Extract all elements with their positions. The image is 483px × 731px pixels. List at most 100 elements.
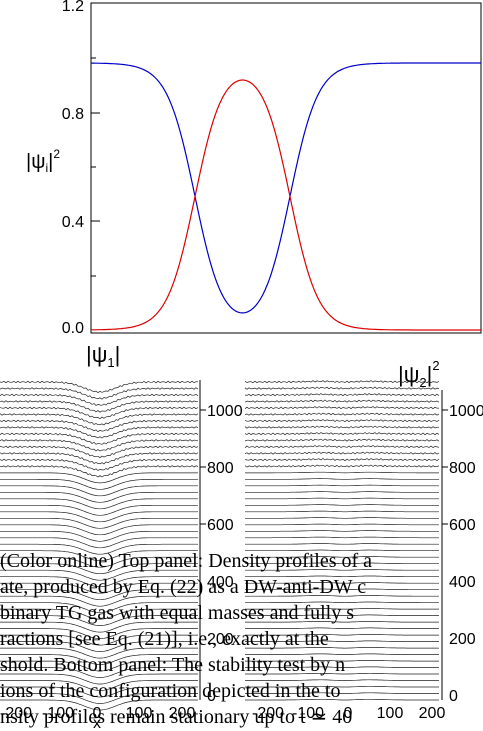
bottom-left-panel: |ψ1| 1000 800 600 400 200 0 -200 -100 0 … xyxy=(0,342,243,731)
y-tick-label: 0.8 xyxy=(62,106,84,123)
title-main: |ψ xyxy=(86,342,107,367)
time-slice-line xyxy=(0,543,198,555)
y-tick-label: 0.0 xyxy=(62,320,84,337)
t-tick-label: 200 xyxy=(449,631,476,648)
time-slice-line xyxy=(245,523,439,526)
time-slice-line xyxy=(245,582,439,584)
panel-title-psi1: |ψ1| xyxy=(86,342,120,370)
time-slice-line xyxy=(245,634,439,636)
t-tick-label: 800 xyxy=(207,460,234,477)
time-slice-line xyxy=(0,478,198,490)
y-tick-label: 0.4 xyxy=(62,214,84,231)
time-slice-line xyxy=(0,445,199,459)
time-slice-line xyxy=(0,667,198,678)
time-slice-line xyxy=(0,465,199,478)
t-tick-label: 200 xyxy=(207,631,234,648)
caption-line: ate, produced by Eq. (22) as a DW-anti-D… xyxy=(0,576,367,598)
time-slice-line xyxy=(0,647,198,659)
time-slice-line xyxy=(245,672,439,675)
t-tick-label: 800 xyxy=(449,460,476,477)
t-tick-label: 600 xyxy=(449,517,476,534)
time-slice-line xyxy=(0,485,198,497)
time-slice-line xyxy=(245,497,439,500)
time-slice-line xyxy=(0,628,198,639)
x-tick-label: 100 xyxy=(126,705,153,722)
time-slice-line xyxy=(0,680,198,691)
top-y-tick-marks xyxy=(91,2,100,277)
waterfall-lines-left xyxy=(0,380,199,711)
y-tick-label: 1.2 xyxy=(62,0,84,15)
time-slice-line xyxy=(245,530,439,532)
bottom-right-panel: |ψ2|2 1000 800 600 400 200 0 -200 -100 0… xyxy=(244,358,483,722)
time-slice-line xyxy=(0,458,199,471)
time-slice-line xyxy=(0,621,198,633)
time-slice-line xyxy=(244,457,440,462)
t-tick-label: 1000 xyxy=(449,403,483,420)
caption-line: ractions [see Eq. (21)], i.e., exactly a… xyxy=(0,628,329,650)
time-slice-line xyxy=(0,673,198,685)
time-slice-line xyxy=(0,576,198,588)
time-slice-line xyxy=(0,426,199,439)
time-slice-line xyxy=(0,432,199,445)
time-slice-line xyxy=(244,419,440,423)
time-slice-line xyxy=(244,399,440,403)
right-t-ticks xyxy=(442,409,448,525)
psi1-density-curve xyxy=(91,62,481,314)
time-slice-line xyxy=(0,550,198,562)
x-tick-label: -200 xyxy=(0,705,32,722)
time-slice-line xyxy=(244,412,440,416)
time-slice-line xyxy=(245,653,439,655)
time-slice-line xyxy=(0,589,198,601)
time-slice-line xyxy=(245,647,439,649)
time-slice-line xyxy=(0,380,199,394)
time-slice-line xyxy=(0,511,198,523)
time-slice-line xyxy=(0,491,198,503)
time-slice-line xyxy=(0,569,198,581)
time-slice-line xyxy=(0,654,198,665)
t-tick-label: 0 xyxy=(207,688,216,705)
time-slice-line xyxy=(244,432,440,436)
time-slice-line xyxy=(245,608,439,610)
psi2-density-curve xyxy=(91,79,481,331)
time-slice-line xyxy=(245,685,439,688)
time-slice-line xyxy=(0,504,198,516)
time-slice-line xyxy=(245,510,439,513)
caption-line: shold. Bottom panel: The stability test … xyxy=(0,654,346,676)
caption-line: ions of the configuration depicted in th… xyxy=(0,680,341,702)
time-slice-line xyxy=(0,498,198,510)
time-slice-line xyxy=(0,660,198,672)
time-slice-line xyxy=(245,660,439,662)
time-slice-line xyxy=(0,602,198,614)
x-tick-label: 200 xyxy=(419,705,446,722)
time-slice-line xyxy=(244,444,440,449)
time-slice-line xyxy=(244,386,440,390)
x-tick-label: -100 xyxy=(292,705,324,722)
time-slice-line xyxy=(245,614,439,616)
x-tick-label: -200 xyxy=(252,705,284,722)
figure-caption: (Color online) Top panel: Density profil… xyxy=(0,548,483,730)
y-axis-label-bar: | xyxy=(48,151,53,173)
time-slice-line xyxy=(0,413,199,426)
time-slice-line xyxy=(0,608,198,620)
time-slice-line xyxy=(0,686,198,698)
time-slice-line xyxy=(0,615,198,626)
time-slice-line xyxy=(244,380,440,384)
time-slice-line xyxy=(245,556,439,558)
y-axis-label: |ψi|2 xyxy=(26,147,60,175)
time-slice-line xyxy=(0,439,199,452)
time-slice-line xyxy=(0,641,198,652)
caption-line: (Color online) Top panel: Density profil… xyxy=(0,550,373,572)
waterfall-lines-right xyxy=(244,380,440,701)
top-plot-frame xyxy=(90,2,482,334)
title-bar: | xyxy=(427,362,433,387)
title-main: |ψ xyxy=(398,362,419,387)
title-sup: 2 xyxy=(432,358,439,373)
time-slice-line xyxy=(245,549,439,552)
time-slice-line xyxy=(0,699,198,711)
panel-title-psi2: |ψ2|2 xyxy=(398,358,440,390)
x-tick-label: -100 xyxy=(42,705,74,722)
time-slice-line xyxy=(245,484,439,487)
time-slice-line xyxy=(245,601,439,604)
time-slice-line xyxy=(245,536,439,539)
time-slice-line xyxy=(245,491,439,493)
